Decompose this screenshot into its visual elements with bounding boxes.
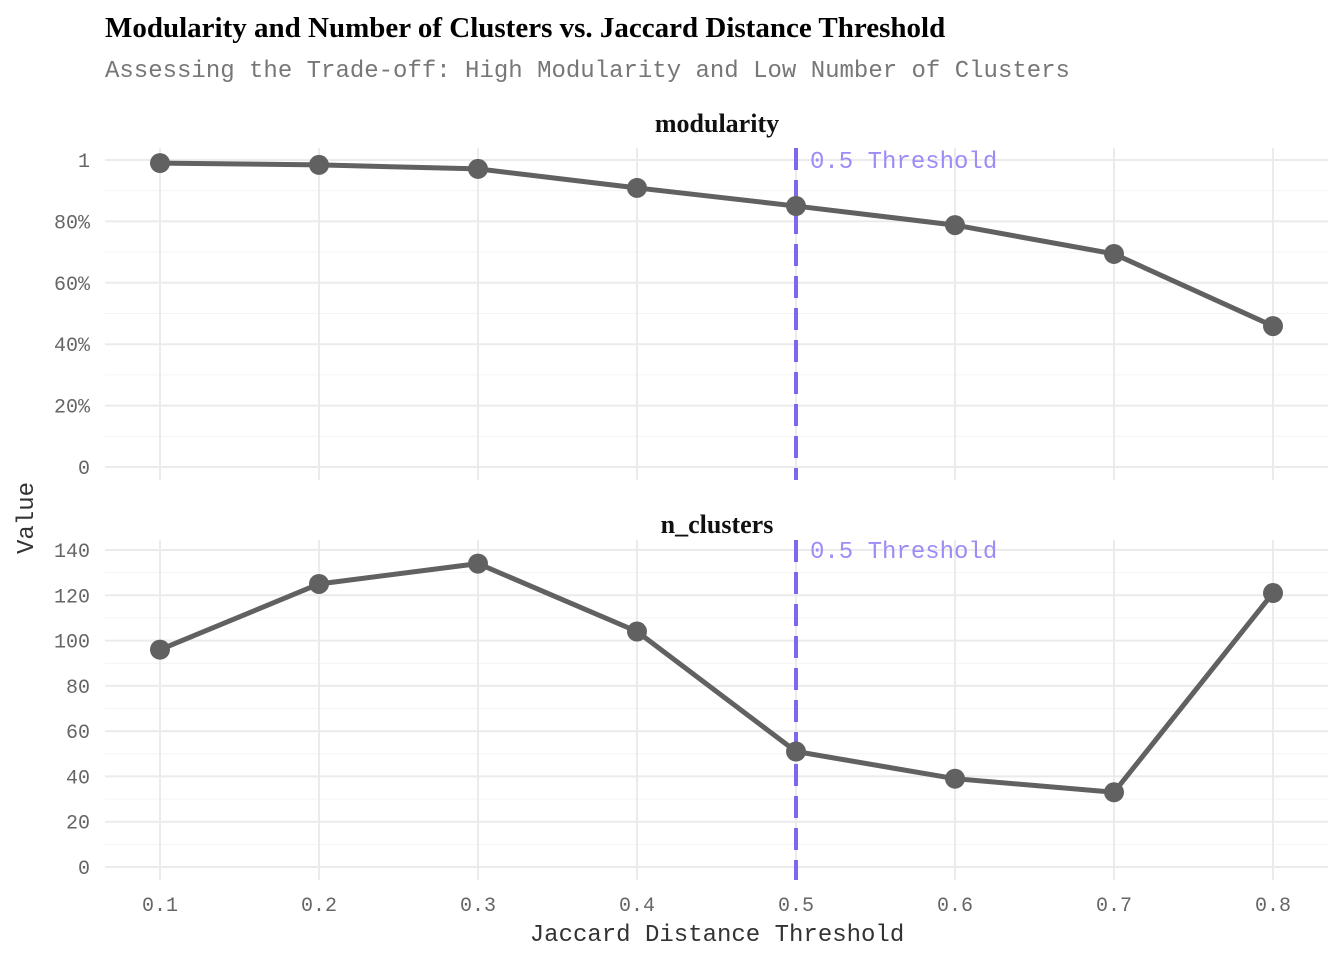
data-point [150, 639, 170, 660]
panel-modularity: modularity 0 20% 40% 60% 80% 1 0.5 Threshold [54, 109, 1328, 481]
y-tick-label: 80 [66, 677, 90, 700]
y-tick-label: 120 [54, 586, 90, 609]
chart-subtitle: Assessing the Trade-off: High Modularity… [105, 58, 1070, 85]
data-point [627, 621, 647, 642]
x-axis-label: Jaccard Distance Threshold [530, 922, 904, 949]
x-tick-label: 0.5 [778, 895, 814, 918]
x-tick-label: 0.8 [1255, 895, 1291, 918]
x-tick-label: 0.1 [142, 895, 178, 918]
panel-title: modularity [655, 109, 779, 138]
data-point [309, 573, 329, 594]
y-tick-label: 40 [66, 767, 90, 790]
data-point [1104, 243, 1124, 264]
data-point [1263, 583, 1283, 604]
series-line [159, 160, 1275, 329]
y-tick-label: 80% [54, 212, 91, 235]
data-point [1263, 316, 1283, 337]
data-point [150, 153, 170, 174]
x-tick-label: 0.2 [301, 895, 337, 918]
panel-title: n_clusters [661, 510, 774, 539]
data-point [945, 215, 965, 236]
chart-title: Modularity and Number of Clusters vs. Ja… [105, 12, 945, 44]
data-point [786, 196, 806, 217]
y-tick-label: 40% [54, 335, 91, 358]
data-point [627, 177, 647, 198]
x-tick-label: 0.6 [937, 895, 973, 918]
y-tick-label: 20% [54, 397, 91, 420]
y-tick-label: 20 [66, 813, 90, 836]
data-point [945, 768, 965, 789]
y-tick-label: 60 [66, 722, 90, 745]
y-axis-label: Value [14, 482, 41, 554]
threshold-label: 0.5 Threshold [810, 539, 997, 566]
x-tick-label: 0.4 [619, 895, 655, 918]
y-tick-label: 60% [54, 274, 91, 297]
series-line [159, 561, 1275, 795]
x-tick-label: 0.7 [1096, 895, 1132, 918]
panel-n_clusters: n_clusters 0 20 40 60 80 100 120 140 0.5 Threshol… [54, 510, 1328, 881]
y-tick-label: 100 [54, 632, 90, 655]
y-tick-label: 0 [78, 858, 90, 881]
data-point [309, 154, 329, 175]
threshold-label: 0.5 Threshold [810, 149, 997, 176]
data-point [786, 741, 806, 762]
y-tick-label: 140 [54, 541, 90, 564]
data-point [1104, 782, 1124, 803]
y-tick-label: 1 [78, 151, 90, 174]
x-tick-label: 0.3 [460, 895, 496, 918]
data-point [468, 158, 488, 179]
data-point [468, 553, 488, 574]
y-tick-label: 0 [78, 458, 90, 481]
